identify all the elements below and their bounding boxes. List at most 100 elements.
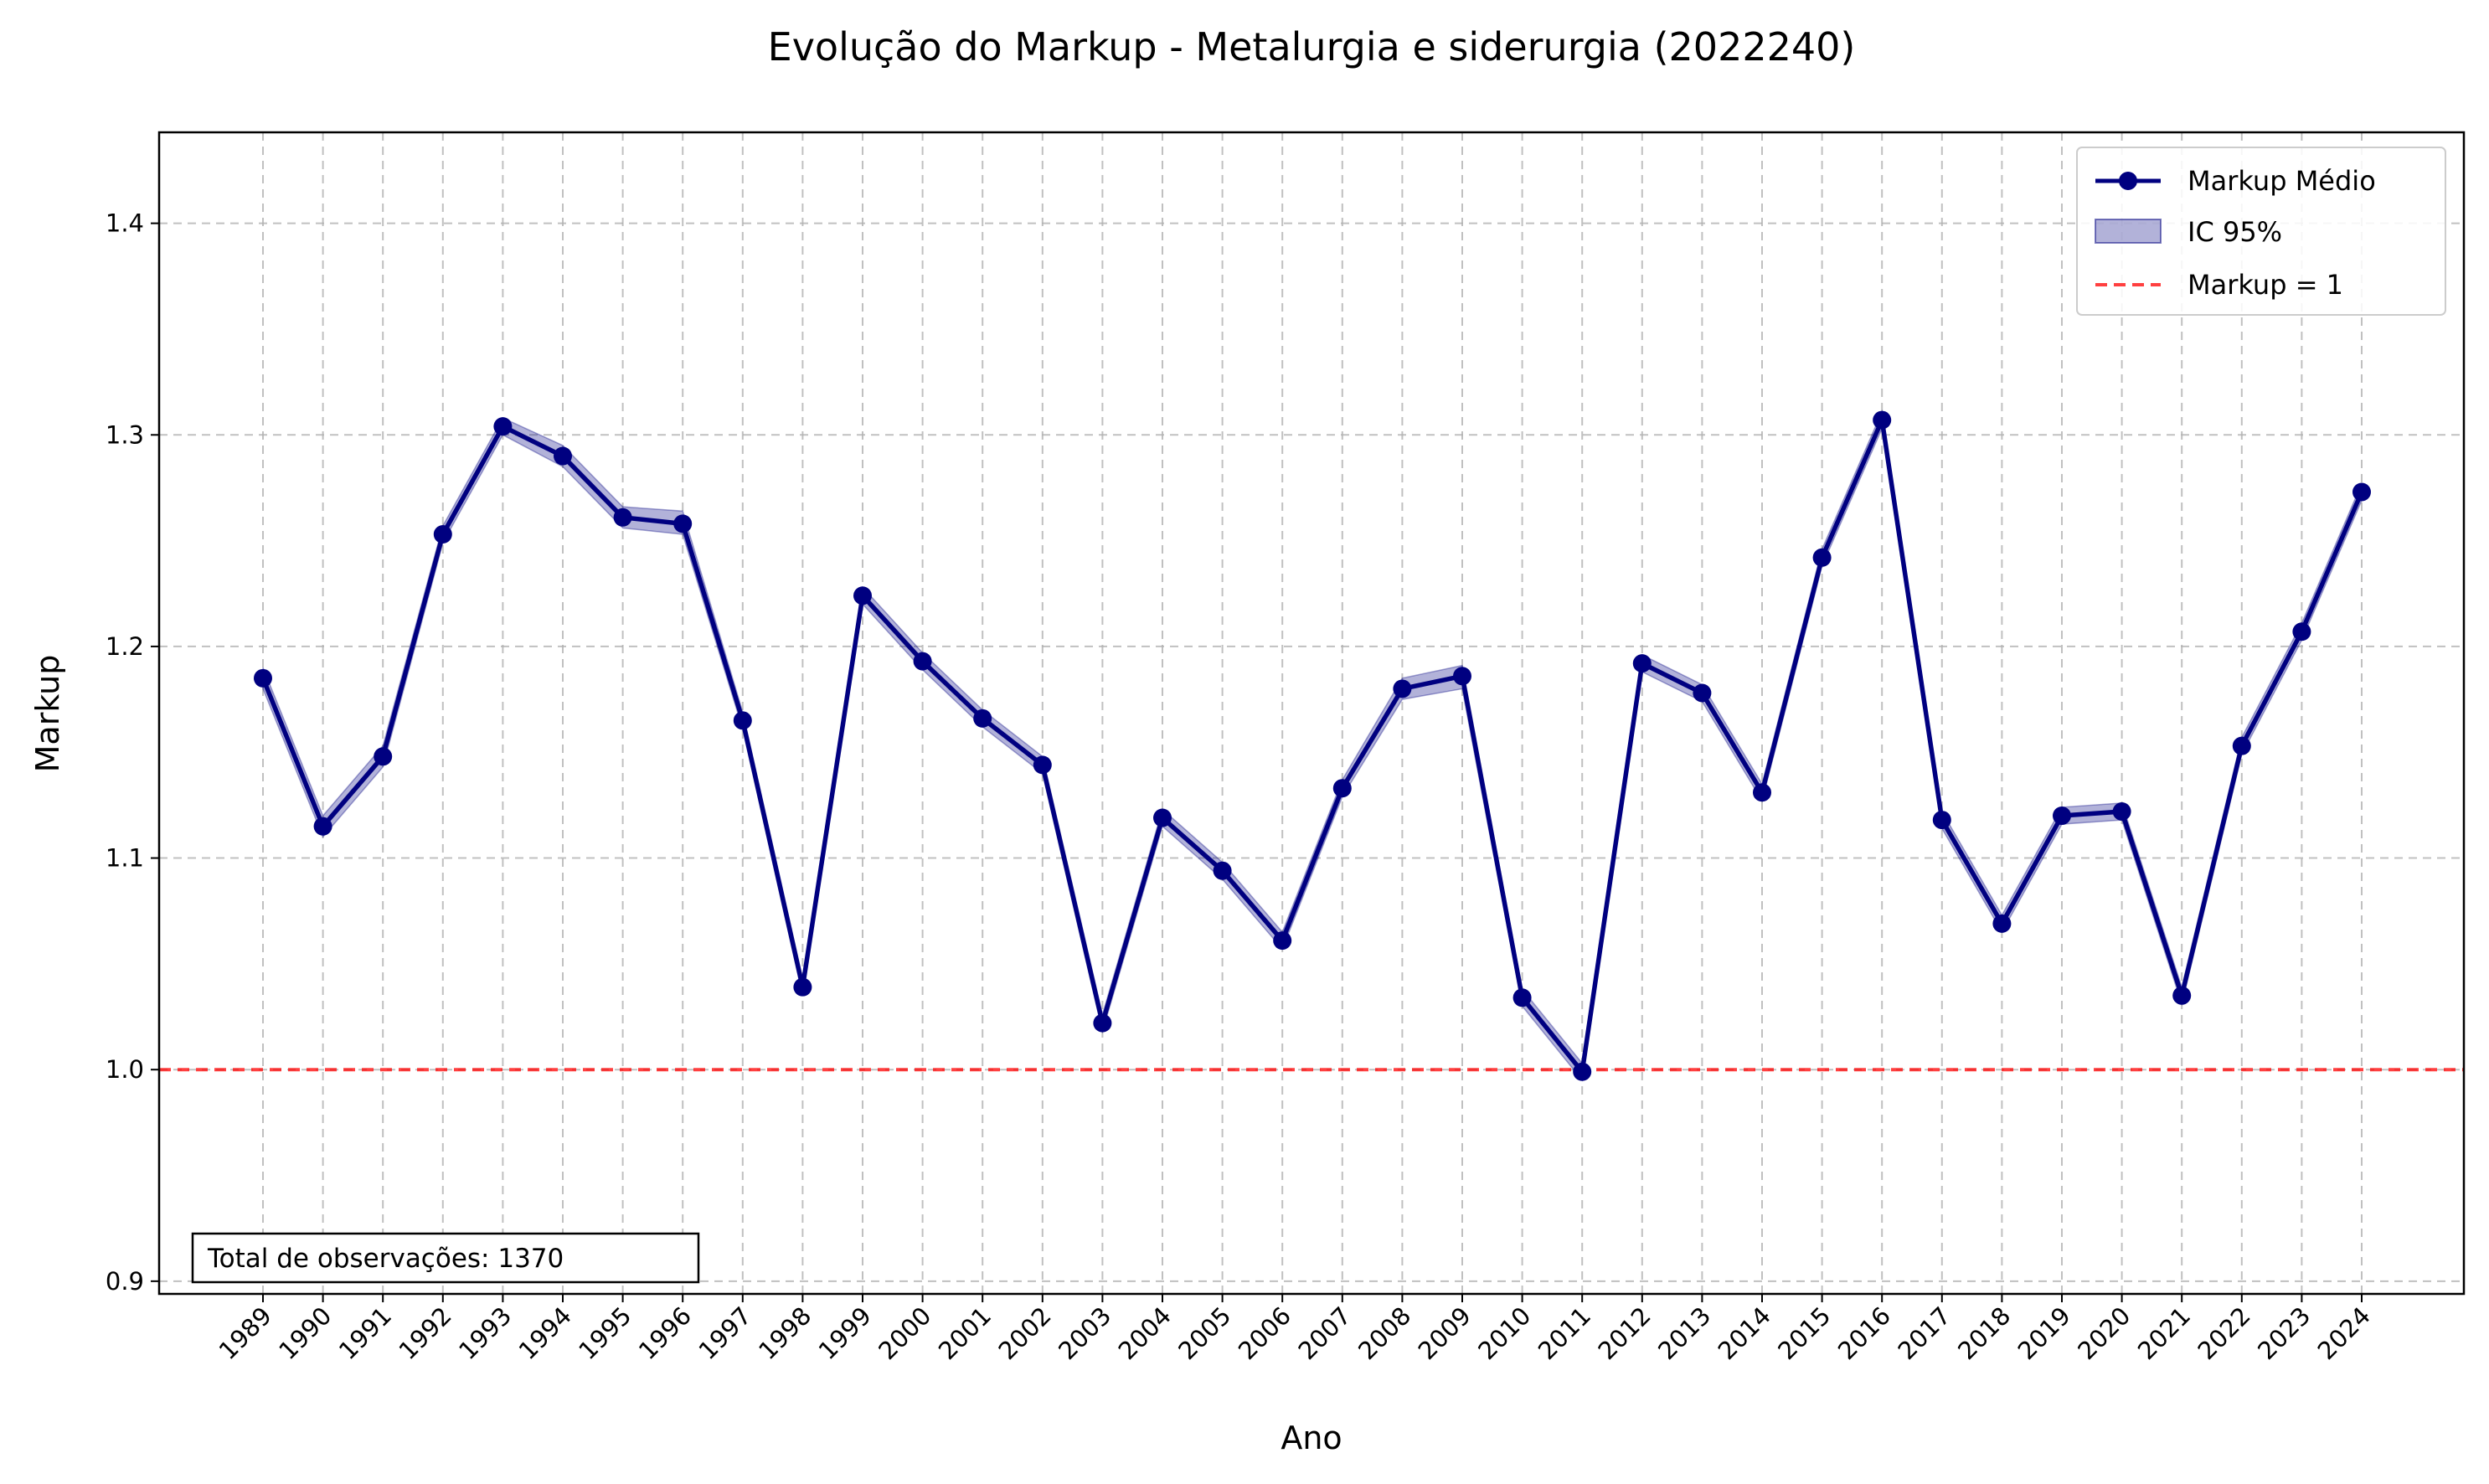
legend-marker-swatch <box>2119 172 2137 190</box>
x-tick-label: 2009 <box>1413 1301 1476 1365</box>
observations-box: Total de observações: 1370 <box>191 1232 700 1284</box>
data-point <box>374 747 393 766</box>
y-axis-label: Markup <box>29 655 66 773</box>
x-tick-label: 2018 <box>1952 1301 2016 1365</box>
x-tick-label: 2007 <box>1293 1301 1357 1365</box>
data-point <box>1512 988 1532 1007</box>
x-tick-label: 2005 <box>1172 1301 1236 1365</box>
y-tick-label: 1.2 <box>106 632 144 661</box>
observations-note: Total de observações: 1370 <box>207 1244 564 1274</box>
data-point <box>613 508 632 527</box>
x-tick-label: 2022 <box>2193 1301 2256 1365</box>
y-tick-label: 0.9 <box>106 1267 144 1296</box>
data-point <box>1033 755 1052 775</box>
data-point <box>1632 654 1652 673</box>
x-tick-label: 2016 <box>1832 1301 1896 1365</box>
series-line <box>260 417 2364 1074</box>
legend-frame <box>2076 147 2446 316</box>
data-point <box>1812 548 1832 567</box>
data-point <box>1873 410 1892 430</box>
x-tick-label: 2021 <box>2132 1301 2196 1365</box>
data-point <box>2232 736 2251 755</box>
x-tick-label: 2004 <box>1113 1301 1177 1365</box>
series-line-group <box>260 417 2364 1074</box>
confidence-band <box>262 409 2363 1082</box>
y-tick-label: 1.1 <box>106 844 144 873</box>
x-axis-ticks: 1989199019911992199319941995199619971998… <box>214 1294 2376 1365</box>
y-tick-label: 1.0 <box>106 1055 144 1084</box>
x-tick-label: 1993 <box>453 1301 517 1365</box>
x-tick-label: 1995 <box>573 1301 636 1365</box>
data-point <box>254 668 272 688</box>
data-point <box>2292 622 2311 642</box>
chart-title: Evolução do Markup - Metalurgia e sideru… <box>768 24 1856 70</box>
x-tick-label: 2000 <box>873 1301 936 1365</box>
y-axis-ticks: 0.9 1.0 1.1 1.2 1.3 1.4 <box>106 209 159 1296</box>
data-point <box>1753 783 1771 802</box>
y-tick-label: 1.3 <box>106 420 144 449</box>
x-tick-label: 2019 <box>2012 1301 2076 1365</box>
data-point <box>554 446 572 466</box>
x-axis-label: Ano <box>1281 1420 1342 1456</box>
x-tick-label: 2001 <box>933 1301 997 1365</box>
data-point <box>1153 808 1172 827</box>
x-tick-label: 2003 <box>1053 1301 1116 1365</box>
data-point <box>793 977 812 997</box>
data-points-group <box>254 410 2371 1081</box>
x-tick-label: 1990 <box>273 1301 337 1365</box>
x-tick-label: 1996 <box>633 1301 697 1365</box>
data-point <box>733 711 752 730</box>
data-point <box>1213 861 1232 880</box>
data-point <box>913 652 932 671</box>
x-tick-label: 2002 <box>993 1301 1057 1365</box>
data-point <box>313 817 332 836</box>
x-tick-label: 1997 <box>693 1301 757 1365</box>
data-point <box>1992 914 2012 933</box>
confidence-band-group <box>262 409 2363 1082</box>
x-tick-label: 2017 <box>1893 1301 1956 1365</box>
data-point <box>853 586 872 605</box>
x-tick-label: 2020 <box>2072 1301 2136 1365</box>
data-point <box>1693 683 1712 703</box>
data-point <box>1453 667 1471 686</box>
legend-label-series: Markup Médio <box>2188 165 2376 197</box>
x-tick-label: 1999 <box>813 1301 877 1365</box>
x-tick-label: 2014 <box>1713 1301 1776 1365</box>
x-tick-label: 2023 <box>2252 1301 2316 1365</box>
observations-box-frame <box>191 1232 700 1284</box>
plot-frame <box>157 131 2466 1296</box>
legend-label-ref: Markup = 1 <box>2188 269 2343 301</box>
x-tick-label: 1992 <box>394 1301 457 1365</box>
legend-ci-swatch <box>2095 219 2162 244</box>
data-point <box>2352 482 2371 502</box>
x-tick-label: 2011 <box>1533 1301 1596 1365</box>
x-tick-label: 2012 <box>1593 1301 1657 1365</box>
x-tick-label: 2024 <box>2312 1301 2376 1365</box>
x-tick-label: 2006 <box>1233 1301 1296 1365</box>
x-tick-label: 1994 <box>513 1301 577 1365</box>
data-point <box>2112 801 2131 821</box>
y-tick-label: 1.4 <box>106 209 144 238</box>
x-tick-label: 2015 <box>1772 1301 1836 1365</box>
data-point <box>1332 779 1352 798</box>
data-point <box>1573 1062 1592 1081</box>
legend-label-ci: IC 95% <box>2188 216 2282 248</box>
data-point <box>2172 986 2192 1005</box>
x-tick-label: 2008 <box>1353 1301 1416 1365</box>
x-tick-label: 2013 <box>1652 1301 1716 1365</box>
legend: Markup Médio IC 95% Markup = 1 <box>2076 147 2446 316</box>
x-tick-label: 1989 <box>214 1301 277 1365</box>
x-tick-label: 1998 <box>753 1301 817 1365</box>
data-point <box>1393 679 1412 698</box>
data-point <box>493 417 513 436</box>
data-point <box>673 514 693 533</box>
data-point <box>2053 806 2071 826</box>
data-point <box>1273 931 1292 951</box>
data-point <box>1093 1013 1112 1033</box>
data-point <box>1932 811 1951 830</box>
x-tick-label: 2010 <box>1472 1301 1536 1365</box>
data-point <box>433 525 452 544</box>
data-point <box>973 709 992 728</box>
